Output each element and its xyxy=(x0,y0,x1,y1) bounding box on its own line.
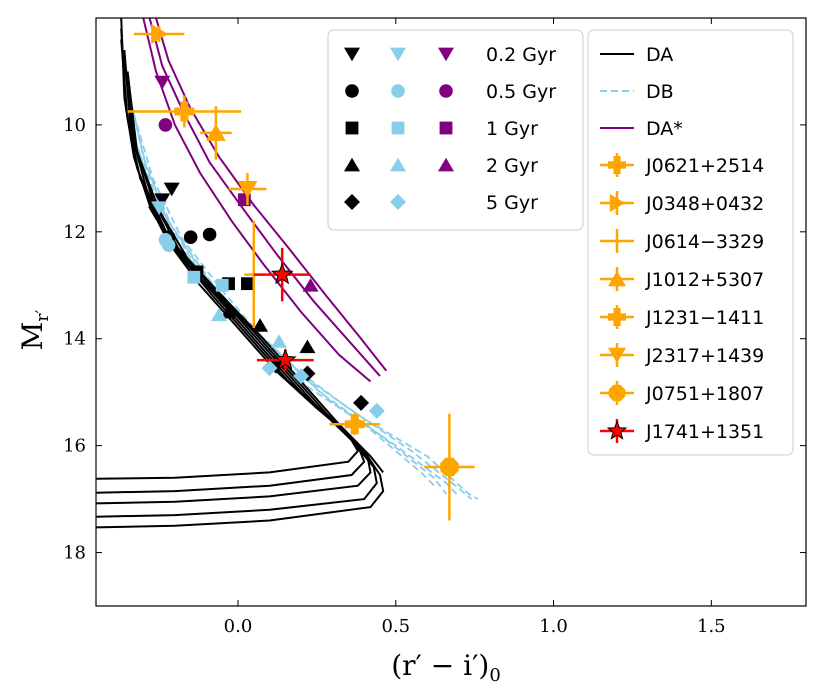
legend-obs-label-1: J0348+0432 xyxy=(645,193,764,215)
obs-1-point xyxy=(151,24,169,45)
series-legend-box xyxy=(587,29,794,456)
y-tick-label-2: 14 xyxy=(63,329,86,350)
legend-label-2: DA* xyxy=(646,118,683,140)
age-marker-6 xyxy=(183,230,198,244)
obs-7-point xyxy=(270,262,294,285)
age-legend-marker-3-2 xyxy=(438,157,454,172)
age-marker-7 xyxy=(202,227,217,242)
obs-5-point xyxy=(237,181,258,199)
age-legend-marker-1-2 xyxy=(439,84,453,98)
age-marker-4 xyxy=(154,75,171,90)
legend-label-1: DB xyxy=(646,81,674,103)
da-track-2 xyxy=(96,39,372,505)
legend-obs-label-2: J0614−3329 xyxy=(645,231,764,253)
age-legend: 0.2 Gyr 0.5 Gyr 1 Gyr 2 Gyr 5 Gyr xyxy=(327,29,584,231)
obs-3-point xyxy=(205,123,226,141)
age-legend-marker-4-0 xyxy=(344,194,360,210)
age-marker-26 xyxy=(261,360,278,377)
age-marker-3 xyxy=(151,201,168,215)
age-marker-1 xyxy=(154,193,171,207)
age-marker-22 xyxy=(302,278,319,292)
legend-obs-label-7: J1741+1351 xyxy=(645,421,764,443)
legend-obs-marker-3 xyxy=(608,270,626,287)
age-marker-17 xyxy=(220,304,237,319)
legend-obs-marker-5 xyxy=(608,347,626,364)
age-marker-15 xyxy=(215,278,229,292)
legend-obs-label-3: J1012+5307 xyxy=(645,269,764,291)
age-legend-box xyxy=(327,29,584,231)
dastar-track-0 xyxy=(142,18,372,383)
age-marker-18 xyxy=(252,318,269,332)
age-legend-marker-1-0 xyxy=(345,84,359,98)
age-marker-14 xyxy=(187,270,201,284)
axis-ticks: 0.0 0.5 1.0 1.5 10 12 14 16 18 xyxy=(63,18,806,637)
age-marker-21 xyxy=(271,334,288,348)
legend-obs-marker-7 xyxy=(606,420,628,440)
legend-obs-marker-6 xyxy=(608,384,626,402)
legend-label-0: DA xyxy=(646,44,673,66)
series-legend: DA DB DA* J0621+2514 J0348+0432 J0614−3329 J10… xyxy=(587,29,794,456)
age-legend-label-2: 1 Gyr xyxy=(486,118,538,140)
obs-0-point xyxy=(174,101,195,122)
da-track-5 xyxy=(126,71,384,474)
db-track-4 xyxy=(129,103,479,500)
age-legend-marker-2-0 xyxy=(345,121,359,135)
age-legend-marker-4-1 xyxy=(390,194,406,210)
age-marker-20 xyxy=(211,307,228,322)
legend-obs-marker-4 xyxy=(608,308,626,326)
legend-obs-label-5: J2317+1439 xyxy=(645,345,764,367)
age-legend-marker-0-2 xyxy=(438,47,454,62)
age-markers xyxy=(147,75,385,419)
db-track-2 xyxy=(123,71,460,498)
x-tick-label-2: 1.0 xyxy=(539,616,568,637)
y-tick-label-0: 10 xyxy=(63,115,86,136)
obs-6-point xyxy=(440,457,459,477)
age-marker-13 xyxy=(241,277,254,291)
legend-obs-marker-1 xyxy=(609,194,626,212)
age-legend-marker-1-1 xyxy=(391,84,405,98)
age-legend-marker-0-0 xyxy=(344,47,360,62)
y-tick-label-4: 18 xyxy=(63,543,86,564)
observations xyxy=(127,24,475,521)
y-tick-label-1: 12 xyxy=(63,222,86,243)
age-marker-19 xyxy=(299,339,316,354)
dastar-track-2 xyxy=(155,18,388,372)
x-axis-title: (r′ − i′)0 xyxy=(391,649,501,686)
obs-4-point xyxy=(344,414,365,435)
legend-obs-label-0: J0621+2514 xyxy=(645,155,764,177)
age-legend-label-3: 2 Gyr xyxy=(486,155,538,177)
dastar-track-1 xyxy=(148,18,381,377)
age-legend-label-1: 0.5 Gyr xyxy=(486,81,556,103)
age-marker-9 xyxy=(158,233,173,247)
age-legend-marker-3-0 xyxy=(344,157,360,172)
legend-obs-label-4: J1231−1411 xyxy=(645,307,764,329)
x-tick-label-1: 0.5 xyxy=(381,616,410,637)
age-marker-10 xyxy=(158,118,173,132)
legend-obs-marker-0 xyxy=(608,156,626,174)
age-legend-marker-2-1 xyxy=(391,121,405,135)
y-tick-label-3: 16 xyxy=(63,436,86,457)
model-tracks xyxy=(96,18,479,529)
x-tick-label-3: 1.5 xyxy=(697,616,726,637)
age-legend-marker-0-1 xyxy=(390,47,406,62)
age-marker-27 xyxy=(293,368,310,385)
age-legend-marker-2-2 xyxy=(439,121,453,135)
age-legend-label-0: 0.2 Gyr xyxy=(486,44,556,66)
age-legend-label-4: 5 Gyr xyxy=(486,192,538,214)
x-tick-label-0: 0.0 xyxy=(224,616,253,637)
plot-frame xyxy=(95,17,807,607)
obs-7b-point xyxy=(273,348,297,370)
da-track-1 xyxy=(96,28,366,494)
age-marker-28 xyxy=(368,402,385,419)
y-axis-title: Mr′ xyxy=(16,310,53,351)
legend-obs-label-6: J0751+1807 xyxy=(645,383,764,405)
age-marker-25 xyxy=(353,394,370,411)
age-legend-marker-3-1 xyxy=(390,157,406,172)
age-marker-0 xyxy=(163,182,180,197)
